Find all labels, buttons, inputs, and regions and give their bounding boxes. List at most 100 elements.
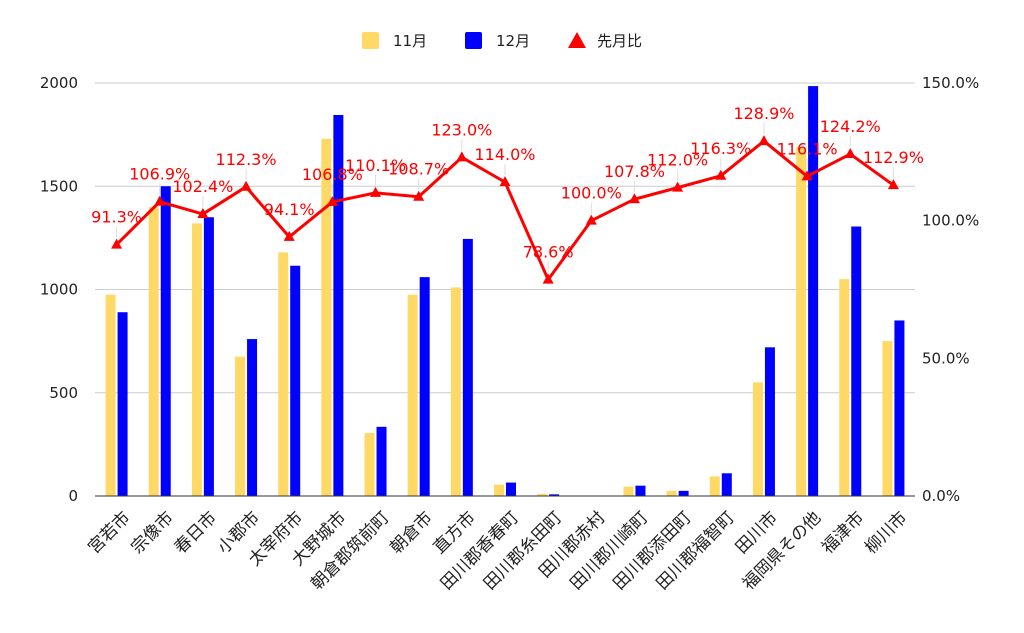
ratio-marker <box>326 195 338 206</box>
bar-11月 <box>494 484 504 496</box>
bar-11月 <box>450 287 461 496</box>
category-label: 朝倉市 <box>387 508 437 558</box>
left-axis: 0 500 1000 1500 2000 <box>40 74 78 505</box>
category-label: 柳川市 <box>861 508 911 558</box>
bar-12月 <box>117 312 128 496</box>
ratio-label: 112.3% <box>216 150 277 169</box>
legend-swatch-12月 <box>465 32 482 49</box>
bar-12月 <box>894 320 905 496</box>
ratio-label: 106.8% <box>302 165 363 184</box>
bar-11月 <box>364 433 375 496</box>
bars <box>95 86 915 497</box>
ratio-label: 100.0% <box>561 184 622 203</box>
bar-12月 <box>635 485 646 496</box>
ratio-label: 112.0% <box>647 151 708 170</box>
ratio-marker <box>111 238 123 249</box>
bar-11月 <box>752 382 763 496</box>
ratio-marker <box>197 208 209 219</box>
ratio-marker <box>413 190 425 201</box>
ratio-label: 102.4% <box>172 177 233 196</box>
ratio-label: 78.6% <box>523 243 574 262</box>
ratio-marker <box>758 135 770 146</box>
legend-label-ratio: 先月比 <box>597 32 642 50</box>
bar-12月 <box>506 482 516 496</box>
ratio-label: 116.1% <box>777 139 838 158</box>
left-tick-label: 1500 <box>40 177 78 195</box>
ratio-marker <box>542 273 554 284</box>
ratio-label: 114.0% <box>474 145 535 164</box>
ratio-marker <box>456 151 468 162</box>
ratio-marker <box>240 180 252 191</box>
ratio-label: 124.2% <box>820 117 881 136</box>
ratio-marker <box>585 214 597 225</box>
ratio-marker <box>844 148 856 159</box>
bar-12月 <box>247 339 258 496</box>
ratio-marker <box>154 195 166 206</box>
bar-12月 <box>462 238 473 496</box>
ratio-label: 107.8% <box>604 162 665 181</box>
ratio-marker <box>715 169 727 180</box>
left-tick-label: 1000 <box>40 281 78 299</box>
ratio-marker <box>672 181 684 192</box>
right-tick-label: 0.0% <box>922 487 960 505</box>
category-label: 宗像市 <box>128 508 178 558</box>
bar-11月 <box>709 476 720 496</box>
ratio-label: 94.1% <box>264 200 315 219</box>
bar-12月 <box>290 265 301 496</box>
left-tick-label: 0 <box>68 487 78 505</box>
legend-marker-ratio <box>568 32 586 48</box>
ratio-marker <box>370 186 382 197</box>
ratio-label: 112.9% <box>863 148 924 167</box>
bar-11月 <box>191 223 202 497</box>
ratio-marker <box>887 179 899 190</box>
bar-12月 <box>203 217 214 496</box>
legend-label-12月: 12月 <box>496 32 530 50</box>
ratio-marker <box>499 176 511 187</box>
ratio-marker <box>283 230 295 241</box>
bar-11月 <box>666 490 677 496</box>
right-tick-label: 50.0% <box>922 349 970 367</box>
bar-11月 <box>321 138 332 496</box>
ratio-label: 110.1% <box>345 156 406 175</box>
ratio-label: 91.3% <box>91 208 142 227</box>
x-axis: 宮若市宗像市春日市小郡市太宰府市大野城市朝倉郡筑前町朝倉市直方市田川郡香春町田川… <box>84 508 911 594</box>
right-tick-label: 150.0% <box>922 74 979 92</box>
bar-11月 <box>839 279 850 496</box>
bar-11月 <box>105 294 116 496</box>
legend-swatch-11月 <box>362 32 379 49</box>
bar-11月 <box>537 493 548 496</box>
bar-12月 <box>851 226 862 496</box>
bar-11月 <box>623 486 634 496</box>
ratio-label: 128.9% <box>733 104 794 123</box>
bar-11月 <box>796 147 807 496</box>
ratio-label: 106.9% <box>129 165 190 184</box>
bar-12月 <box>333 115 344 496</box>
bar-12月 <box>549 494 560 496</box>
ratio-label: 123.0% <box>431 120 492 139</box>
bar-12月 <box>764 347 775 496</box>
bar-11月 <box>148 206 159 496</box>
bar-12月 <box>419 277 430 496</box>
ratio-marker <box>628 193 640 204</box>
ratio-labels: 91.3% 106.9%102.4% 112.3% 94.1% 106.8%110.1%… <box>91 104 924 273</box>
legend: 11月 12月 先月比 <box>362 32 642 50</box>
bar-12月 <box>678 490 689 496</box>
bar-12月 <box>376 426 387 496</box>
category-label: 春日市 <box>171 508 221 558</box>
bar-11月 <box>235 356 246 496</box>
left-tick-label: 500 <box>49 384 78 402</box>
ratio-marker <box>801 170 813 181</box>
left-tick-label: 2000 <box>40 74 78 92</box>
category-label: 宮若市 <box>84 508 134 558</box>
legend-label-11月: 11月 <box>393 32 427 50</box>
ratio-label: 116.3% <box>690 139 751 158</box>
right-tick-label: 100.0% <box>922 212 979 230</box>
right-axis: 0.0% 50.0% 100.0% 150.0% <box>922 74 979 505</box>
bar-12月 <box>808 86 819 496</box>
bar-11月 <box>882 341 893 496</box>
bar-12月 <box>160 186 171 496</box>
bar-11月 <box>407 294 418 496</box>
category-label: 福津市 <box>818 508 868 558</box>
bar-12月 <box>721 473 732 496</box>
